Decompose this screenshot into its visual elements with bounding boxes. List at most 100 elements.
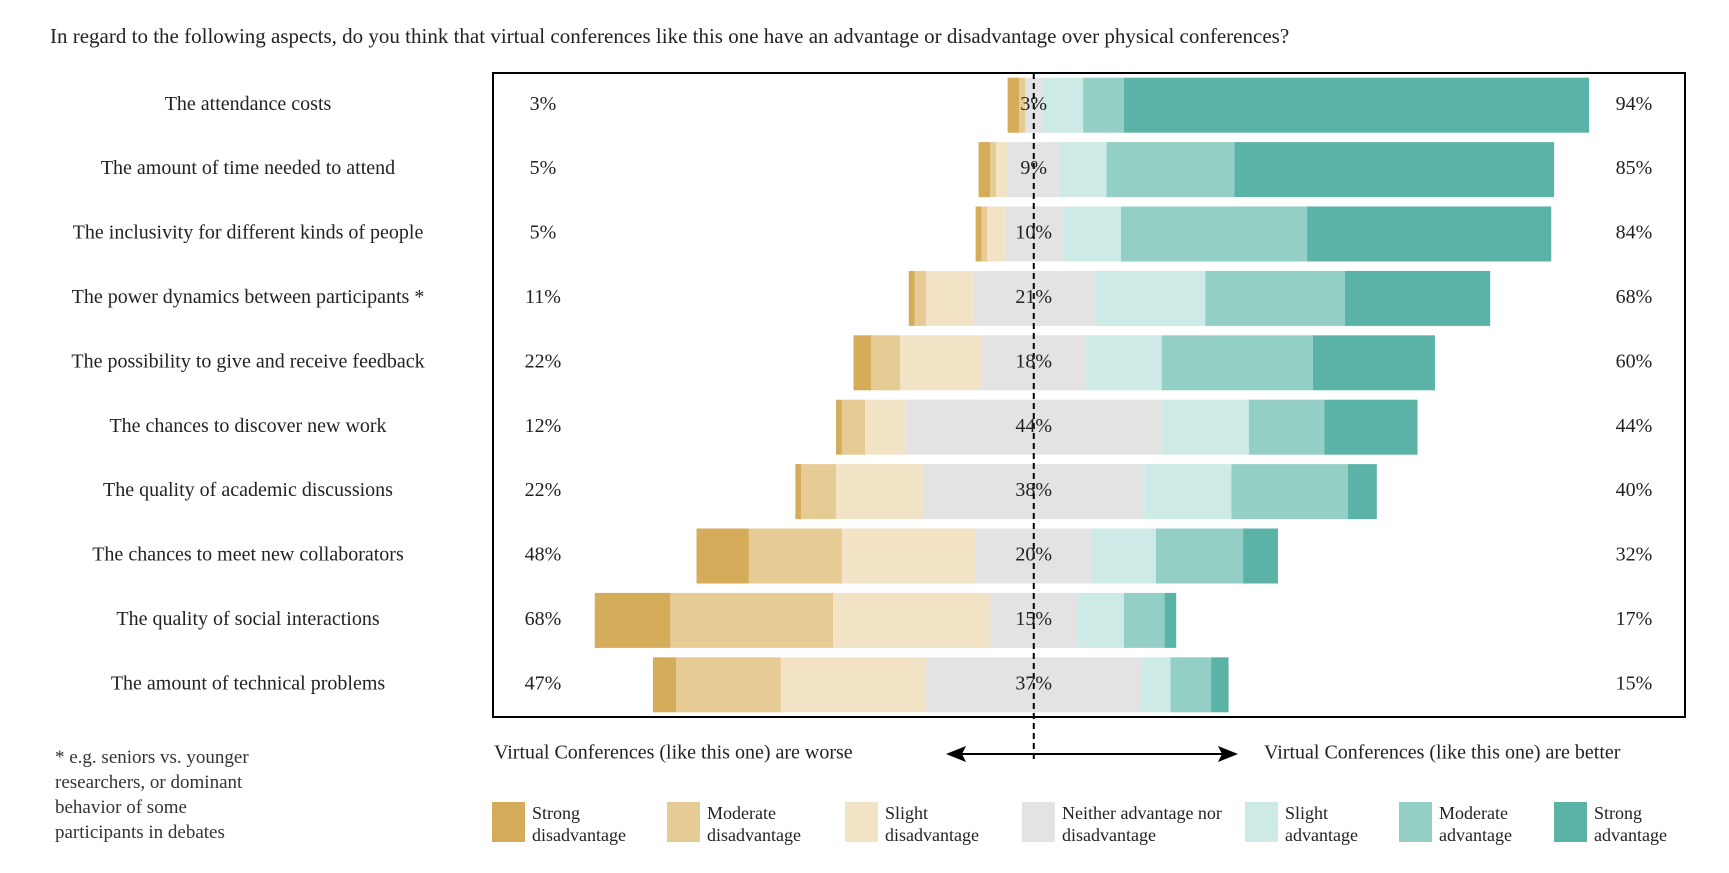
bar-segment [670, 592, 834, 648]
legend-label: Strong advantage [1594, 803, 1667, 845]
bar-segment [1164, 592, 1177, 648]
bar-segment [981, 206, 988, 262]
arrow-head [946, 746, 966, 762]
legend-swatch [1245, 802, 1278, 842]
footnote-line: researchers, or dominant [55, 772, 243, 793]
chart-title: In regard to the following aspects, do y… [50, 24, 1289, 48]
left-total-label: 12% [525, 415, 562, 437]
bar-segment [1123, 77, 1590, 133]
bar-segment [1019, 77, 1026, 133]
neutral-label: 37% [1015, 672, 1052, 694]
neutral-label: 3% [1020, 93, 1047, 115]
row-label: The amount of technical problems [111, 672, 386, 694]
legend-swatch [845, 802, 878, 842]
bar-segment [900, 335, 982, 391]
legend-item: Moderate disadvantage [667, 802, 801, 846]
bar-segment [1106, 142, 1235, 198]
bar-segment [995, 142, 1008, 198]
bar-segment [1344, 270, 1491, 326]
bar-segment [987, 206, 1005, 262]
bar-segment [908, 270, 915, 326]
footnote: * e.g. seniors vs. younger researchers, o… [55, 745, 249, 845]
left-total-label: 22% [525, 350, 562, 372]
left-total-label: 5% [530, 157, 557, 179]
footnote-line: behavior of some [55, 797, 187, 818]
bar-segment [1347, 464, 1377, 520]
bar-segment [1141, 657, 1171, 713]
bar-segment [1091, 528, 1156, 584]
left-annotation: Virtual Conferences (like this one) are … [494, 742, 853, 764]
legend-item: Slight advantage [1245, 802, 1358, 846]
bar-segment [1123, 592, 1165, 648]
bar-segment [1077, 592, 1124, 648]
bar-segment [926, 270, 973, 326]
bar-segment [1248, 399, 1325, 455]
right-total-label: 94% [1616, 93, 1653, 115]
bar-segment [1231, 464, 1348, 520]
legend-label: Moderate advantage [1439, 803, 1512, 845]
neutral-label: 21% [1015, 286, 1052, 308]
bar-segment [594, 592, 671, 648]
legend-swatch [1554, 802, 1587, 842]
bar-segment [914, 270, 927, 326]
row-label: The possibility to give and receive feed… [71, 350, 424, 372]
row-label: The quality of academic discussions [103, 479, 393, 501]
right-total-label: 68% [1616, 286, 1653, 308]
legend-swatch [1022, 802, 1055, 842]
bar-segment [1205, 270, 1345, 326]
legend-swatch [1399, 802, 1432, 842]
row-label: The inclusivity for different kinds of p… [73, 222, 424, 244]
bar-segment [1144, 464, 1232, 520]
bar-segment [1161, 399, 1249, 455]
bar-segment [748, 528, 842, 584]
bar-segment [841, 399, 866, 455]
row-label: The chances to discover new work [109, 415, 386, 437]
row-label: The power dynamics between participants … [72, 286, 425, 308]
bar-segment [870, 335, 901, 391]
footnote-line: * e.g. seniors vs. younger [55, 747, 249, 768]
bar-segment [1170, 657, 1212, 713]
neutral-label: 10% [1015, 222, 1052, 244]
neutral-label: 18% [1015, 350, 1052, 372]
bar-segment [1155, 528, 1244, 584]
right-total-label: 44% [1616, 415, 1653, 437]
bar-segment [652, 657, 677, 713]
legend-item: Slight disadvantage [845, 802, 979, 846]
legend-label: Neither advantage nor disadvantage [1062, 803, 1222, 845]
row-label: The attendance costs [165, 93, 332, 115]
bar-segment [836, 464, 924, 520]
left-total-label: 3% [530, 93, 557, 115]
bar-segment [1042, 77, 1084, 133]
legend-label: Slight disadvantage [885, 803, 979, 845]
left-total-label: 11% [525, 286, 561, 308]
bar-segment [1312, 335, 1435, 391]
right-total-label: 40% [1616, 479, 1653, 501]
neutral-label: 44% [1015, 415, 1052, 437]
legend-label: Moderate disadvantage [707, 803, 801, 845]
legend-swatch [667, 802, 700, 842]
legend-item: Moderate advantage [1399, 802, 1512, 846]
bar-segment [1211, 657, 1229, 713]
bar-segment [853, 335, 871, 391]
bar-segment [801, 464, 837, 520]
footnote-line: participants in debates [55, 822, 225, 843]
bar-segment [696, 528, 749, 584]
neutral-label: 9% [1020, 157, 1047, 179]
bar-segment [1007, 77, 1020, 133]
bar-segment [795, 464, 802, 520]
row-label: The quality of social interactions [116, 608, 379, 630]
bar-segment [865, 399, 906, 455]
left-total-label: 5% [530, 222, 557, 244]
bar-segment [1243, 528, 1278, 584]
right-total-label: 15% [1616, 672, 1653, 694]
right-annotation: Virtual Conferences (like this one) are … [1264, 742, 1621, 764]
legend-label: Strong disadvantage [532, 803, 626, 845]
left-total-label: 48% [525, 544, 562, 566]
bar-segment [1059, 142, 1107, 198]
right-total-label: 84% [1616, 222, 1653, 244]
right-total-label: 85% [1616, 157, 1653, 179]
bar-segment [676, 657, 781, 713]
left-total-label: 68% [525, 608, 562, 630]
neutral-label: 38% [1015, 479, 1052, 501]
left-total-label: 22% [525, 479, 562, 501]
